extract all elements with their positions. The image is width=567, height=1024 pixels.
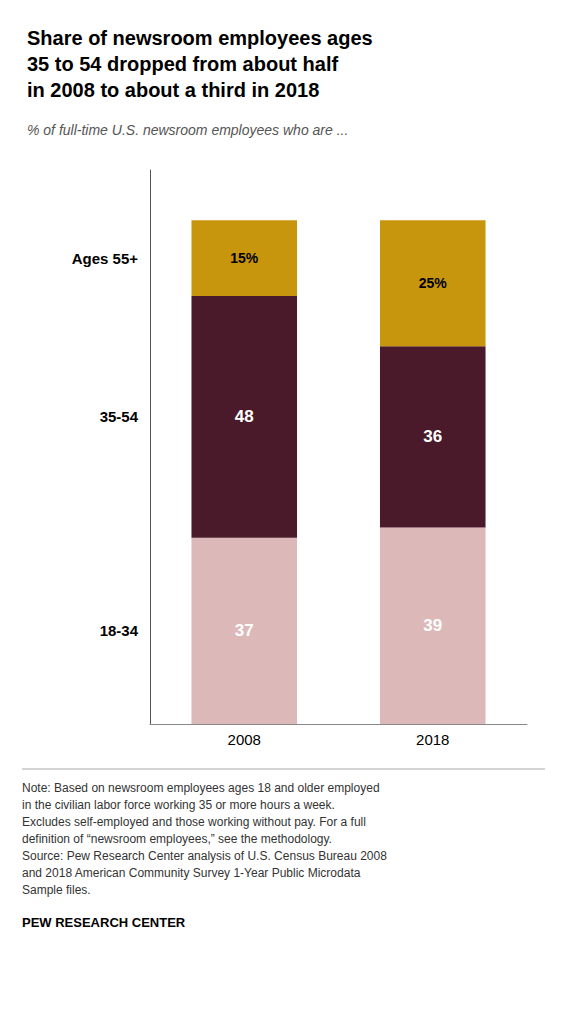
svg-text:in the civilian labor force wo: in the civilian labor force working 35 o… xyxy=(22,798,335,812)
svg-text:18-34: 18-34 xyxy=(100,622,139,639)
svg-text:% of full-time U.S. newsroom e: % of full-time U.S. newsroom employees w… xyxy=(27,122,348,138)
svg-text:Share of newsroom employees ag: Share of newsroom employees ages xyxy=(27,27,373,49)
svg-text:definition of “newsroom employ: definition of “newsroom employees,” see … xyxy=(22,832,332,846)
svg-text:Ages 55+: Ages 55+ xyxy=(72,250,139,267)
svg-text:Source: Pew Research Center an: Source: Pew Research Center analysis of … xyxy=(22,849,387,863)
svg-text:and 2018 American Community Su: and 2018 American Community Survey 1-Yea… xyxy=(22,866,361,880)
svg-text:36: 36 xyxy=(423,427,442,446)
svg-text:25%: 25% xyxy=(419,275,448,291)
svg-text:35-54: 35-54 xyxy=(100,408,139,425)
svg-text:37: 37 xyxy=(235,621,254,640)
svg-text:15%: 15% xyxy=(230,250,259,266)
svg-text:PEW RESEARCH CENTER: PEW RESEARCH CENTER xyxy=(22,915,186,930)
svg-text:48: 48 xyxy=(235,407,254,426)
svg-text:35 to 54 dropped from about ha: 35 to 54 dropped from about half xyxy=(27,53,338,75)
svg-text:39: 39 xyxy=(423,616,442,635)
svg-text:2018: 2018 xyxy=(416,731,449,748)
svg-text:2008: 2008 xyxy=(228,731,261,748)
svg-text:in 2008 to about a third in 20: in 2008 to about a third in 2018 xyxy=(27,79,319,101)
svg-text:Note: Based on newsroom employ: Note: Based on newsroom employees ages 1… xyxy=(22,781,380,795)
svg-text:Excludes self-employed and tho: Excludes self-employed and those working… xyxy=(22,815,366,829)
svg-text:Sample files.: Sample files. xyxy=(22,883,91,897)
